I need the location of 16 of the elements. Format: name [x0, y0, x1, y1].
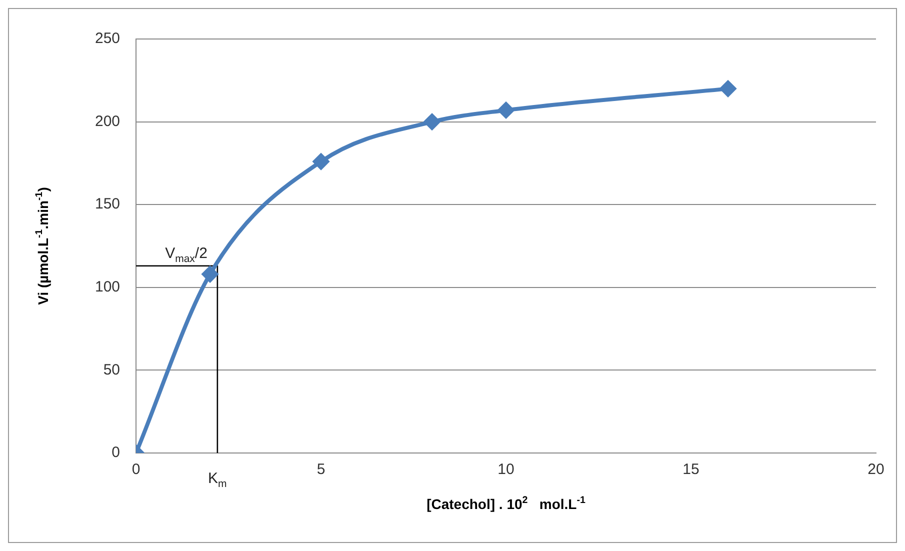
- x-tick-label: 5: [316, 461, 326, 478]
- point: [498, 102, 514, 118]
- y-tick-label: 0: [112, 444, 120, 462]
- point: [424, 114, 440, 130]
- y-tick-label: 50: [103, 361, 120, 378]
- y-tick-label: 250: [94, 30, 120, 48]
- point: [720, 80, 736, 97]
- x-tick-label: 0: [132, 461, 140, 478]
- y-axis-title: Vi (µmol.L-1.min-1): [34, 187, 51, 305]
- y-tick-label: 100: [94, 278, 120, 296]
- x-tick-label: 15: [682, 461, 700, 478]
- y-tick-label: 150: [94, 196, 120, 213]
- x-tick-label: 10: [498, 461, 514, 478]
- point: [313, 154, 330, 170]
- y-tick-label: 200: [94, 112, 120, 130]
- x-tick-label: 20: [868, 461, 884, 478]
